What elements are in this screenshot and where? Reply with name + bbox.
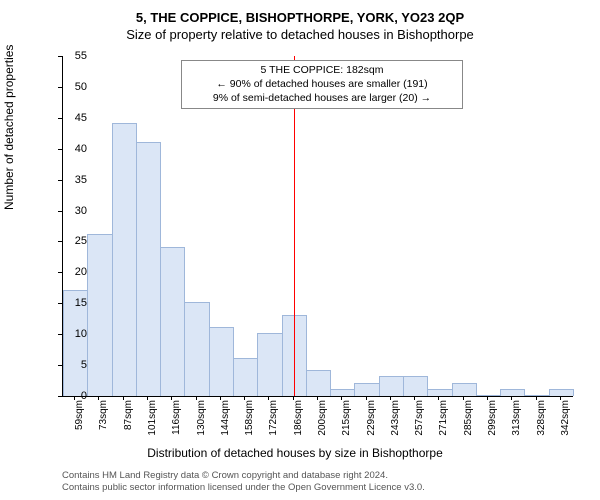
histogram-bar (306, 370, 331, 396)
y-tick-label: 35 (63, 174, 87, 186)
y-tick-mark (58, 87, 62, 88)
plot-area: 5 THE COPPICE: 182sqm← 90% of detached h… (62, 56, 573, 397)
histogram-bar (184, 302, 209, 396)
x-tick-label: 144sqm (220, 400, 231, 440)
x-tick-label: 215sqm (341, 400, 352, 440)
y-tick-label: 50 (63, 81, 87, 93)
chart-container: 5, THE COPPICE, BISHOPTHORPE, YORK, YO23… (0, 0, 600, 500)
x-tick-label: 73sqm (98, 400, 109, 440)
x-tick-label: 342sqm (560, 400, 571, 440)
y-tick-mark (58, 118, 62, 119)
footer-line-2: Contains public sector information licen… (62, 482, 590, 494)
x-tick-label: 172sqm (268, 400, 279, 440)
x-tick-label: 285sqm (463, 400, 474, 440)
footer-attribution: Contains HM Land Registry data © Crown c… (62, 470, 590, 494)
y-tick-mark (58, 303, 62, 304)
x-tick-label: 328sqm (536, 400, 547, 440)
x-tick-label: 243sqm (390, 400, 401, 440)
y-tick-mark (58, 396, 62, 397)
y-tick-label: 30 (63, 205, 87, 217)
chart-title-sub: Size of property relative to detached ho… (0, 25, 600, 46)
histogram-bar (112, 123, 137, 396)
x-tick-label: 87sqm (123, 400, 134, 440)
x-tick-label: 299sqm (487, 400, 498, 440)
y-axis-label: Number of detached properties (2, 45, 16, 210)
x-tick-label: 130sqm (196, 400, 207, 440)
x-tick-label: 158sqm (244, 400, 255, 440)
histogram-bar (87, 234, 112, 396)
x-tick-label: 257sqm (414, 400, 425, 440)
y-tick-label: 55 (63, 50, 87, 62)
histogram-bar (379, 376, 404, 396)
y-tick-mark (58, 241, 62, 242)
histogram-bar (427, 389, 452, 396)
histogram-bar (476, 395, 501, 396)
y-tick-label: 40 (63, 143, 87, 155)
histogram-bar (257, 333, 282, 396)
x-tick-label: 59sqm (74, 400, 85, 440)
annotation-line: 5 THE COPPICE: 182sqm (188, 63, 456, 77)
y-tick-label: 20 (63, 266, 87, 278)
histogram-bar (330, 389, 355, 396)
x-tick-label: 271sqm (438, 400, 449, 440)
histogram-bar (160, 247, 185, 396)
y-tick-mark (58, 56, 62, 57)
y-tick-label: 15 (63, 297, 87, 309)
x-tick-label: 229sqm (366, 400, 377, 440)
histogram-bar (452, 383, 477, 396)
y-tick-label: 10 (63, 328, 87, 340)
y-tick-mark (58, 272, 62, 273)
histogram-bar (354, 383, 379, 396)
histogram-bar (500, 389, 525, 396)
x-tick-label: 186sqm (293, 400, 304, 440)
y-tick-mark (58, 211, 62, 212)
y-tick-mark (58, 180, 62, 181)
footer-line-1: Contains HM Land Registry data © Crown c… (62, 470, 590, 482)
histogram-bar (403, 376, 428, 396)
annotation-box: 5 THE COPPICE: 182sqm← 90% of detached h… (181, 60, 463, 109)
histogram-bar (209, 327, 234, 396)
y-tick-label: 45 (63, 112, 87, 124)
histogram-bar (136, 142, 161, 396)
y-tick-label: 25 (63, 235, 87, 247)
x-tick-label: 101sqm (147, 400, 158, 440)
y-tick-mark (58, 149, 62, 150)
x-tick-label: 313sqm (511, 400, 522, 440)
annotation-line: 9% of semi-detached houses are larger (2… (188, 91, 456, 105)
x-axis-label: Distribution of detached houses by size … (0, 446, 590, 460)
y-tick-mark (58, 334, 62, 335)
x-tick-label: 200sqm (317, 400, 328, 440)
y-tick-mark (58, 365, 62, 366)
histogram-bar (549, 389, 574, 396)
histogram-bar (524, 395, 549, 396)
annotation-line: ← 90% of detached houses are smaller (19… (188, 77, 456, 91)
chart-title-main: 5, THE COPPICE, BISHOPTHORPE, YORK, YO23… (0, 0, 600, 25)
histogram-bar (233, 358, 258, 396)
x-tick-label: 116sqm (171, 400, 182, 440)
y-tick-label: 5 (63, 359, 87, 371)
